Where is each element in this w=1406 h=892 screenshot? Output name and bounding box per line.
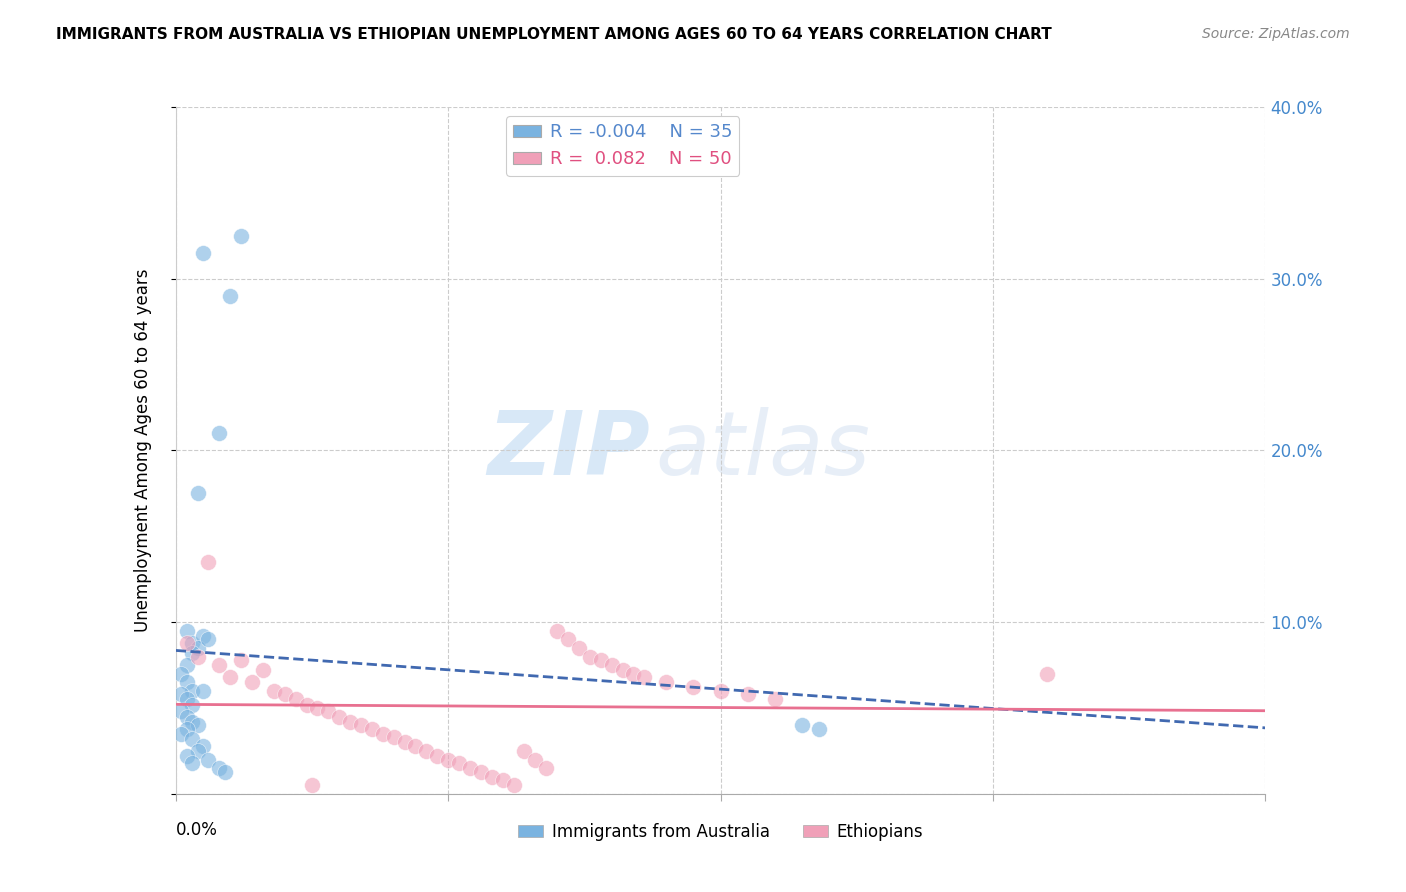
Point [208,761,231,775]
Point [481,770,503,784]
Point [181,714,204,729]
Legend: Immigrants from Australia, Ethiopians: Immigrants from Australia, Ethiopians [512,816,929,847]
Point [186,649,209,664]
Point [470,764,492,779]
Point [513,744,536,758]
Point [240,675,263,690]
Point [295,698,318,712]
Point [426,749,449,764]
Point [792,718,814,732]
Point [176,709,198,723]
Point [208,426,231,441]
Point [394,735,416,749]
Point [170,705,193,719]
Point [176,722,198,736]
Point [181,756,204,770]
Point [186,640,209,655]
Point [191,739,214,753]
Point [231,653,253,667]
Point [763,692,786,706]
Point [181,636,204,650]
Point [339,714,361,729]
Point [176,675,198,690]
Point [415,744,437,758]
Point [612,663,634,677]
Point [197,555,219,569]
Text: 0.0%: 0.0% [176,822,218,839]
Point [176,624,198,638]
Point [170,687,193,701]
Point [360,722,382,736]
Point [371,727,394,741]
Point [197,632,219,647]
Point [186,718,209,732]
Point [382,730,405,744]
Point [208,658,231,673]
Text: ZIP: ZIP [486,407,650,494]
Point [633,670,655,684]
Point [186,744,209,758]
Point [170,727,193,741]
Point [191,683,214,698]
Point [534,761,557,775]
Point [492,773,515,788]
Point [328,709,350,723]
Point [263,683,285,698]
Point [301,778,323,792]
Point [176,636,198,650]
Point [181,698,204,712]
Point [557,632,579,647]
Point [181,683,204,698]
Point [176,692,198,706]
Point [502,778,524,792]
Text: atlas: atlas [655,408,870,493]
Point [219,670,242,684]
Point [546,624,568,638]
Text: IMMIGRANTS FROM AUSTRALIA VS ETHIOPIAN UNEMPLOYMENT AMONG AGES 60 TO 64 YEARS CO: IMMIGRANTS FROM AUSTRALIA VS ETHIOPIAN U… [56,27,1052,42]
Point [197,753,219,767]
Point [568,640,591,655]
Point [437,753,460,767]
Point [1036,666,1059,681]
Point [170,666,193,681]
Point [219,289,242,303]
Point [307,701,329,715]
Point [737,687,759,701]
Point [447,756,470,770]
Point [600,658,623,673]
Point [181,731,204,746]
Y-axis label: Unemployment Among Ages 60 to 64 years: Unemployment Among Ages 60 to 64 years [134,268,152,632]
Point [186,486,209,500]
Point [191,629,214,643]
Point [710,683,733,698]
Text: Source: ZipAtlas.com: Source: ZipAtlas.com [1202,27,1350,41]
Point [191,246,214,260]
Point [274,687,297,701]
Point [318,705,340,719]
Point [405,739,427,753]
Point [524,753,547,767]
Point [176,658,198,673]
Point [284,692,307,706]
Point [458,761,481,775]
Point [807,722,830,736]
Point [181,646,204,660]
Point [682,681,704,695]
Point [214,764,236,779]
Point [252,663,274,677]
Point [621,666,644,681]
Point [589,653,612,667]
Point [350,718,373,732]
Point [655,675,678,690]
Point [176,749,198,764]
Point [579,649,602,664]
Point [231,228,253,243]
